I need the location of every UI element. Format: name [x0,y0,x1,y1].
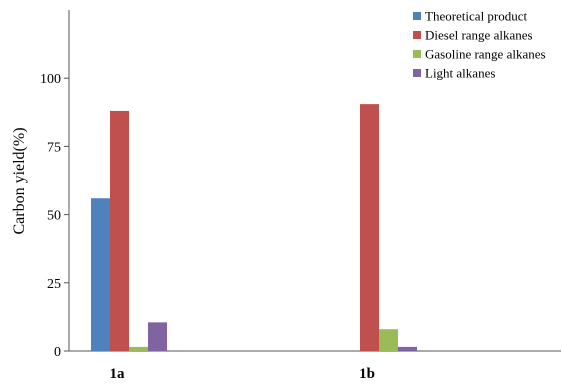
x-category-label: 1a [110,366,126,379]
bar [379,329,398,351]
legend: Theoretical product Diesel range alkanes G… [413,9,546,81]
legend-label: Theoretical product [425,9,528,24]
y-axis-title: Carbon yield(%) [11,127,28,234]
y-tick-label: 75 [47,140,61,155]
legend-swatch [413,12,421,20]
x-categories: 1a 1b [110,366,375,382]
y-tick-label: 0 [54,345,61,360]
bar [398,346,417,351]
legend-label: Light alkanes [425,66,495,81]
bar [110,110,129,351]
y-tick-label: 100 [40,72,61,87]
legend-swatch [413,50,421,58]
y-tick-label: 25 [47,277,61,292]
legend-swatch [413,69,421,77]
x-category-label: 1b [359,366,375,379]
legend-swatch [413,31,421,39]
bar [360,104,379,351]
bars [91,104,417,351]
y-ticks: 0 25 50 75 100 [40,72,69,360]
legend-label: Gasoline range alkanes [425,47,546,62]
bar [148,322,167,351]
bar [129,346,148,351]
y-tick-label: 50 [47,209,61,224]
bar [91,198,110,351]
legend-label: Diesel range alkanes [425,28,533,43]
